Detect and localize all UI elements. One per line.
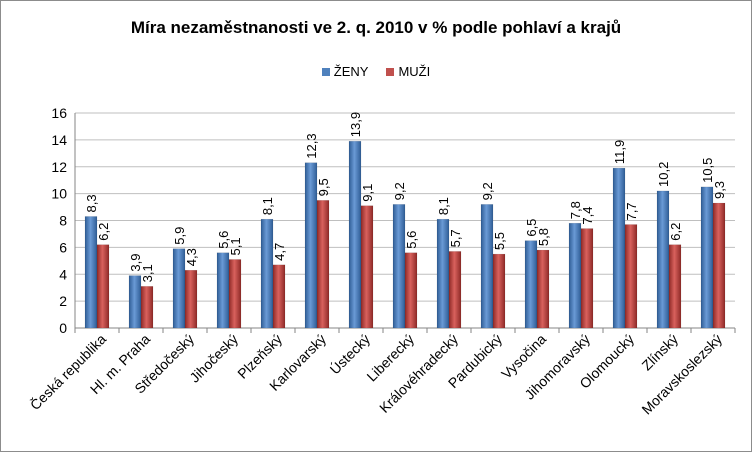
data-label-zeny: 9,2 [480, 182, 495, 200]
x-tick-label: Česká republika [27, 331, 109, 413]
bar-zeny [392, 204, 406, 329]
data-label-muzi: 9,1 [360, 184, 375, 202]
data-label-muzi: 4,7 [272, 243, 287, 261]
data-label-muzi: 6,2 [96, 223, 111, 241]
y-tick-label: 2 [59, 293, 67, 309]
bar-zeny [700, 186, 714, 329]
bar-zeny [612, 167, 626, 329]
data-label-zeny: 8,3 [84, 194, 99, 212]
bar-muzi [492, 253, 506, 329]
data-label-zeny: 9,2 [392, 182, 407, 200]
bar-zeny [260, 218, 274, 329]
data-label-zeny: 5,9 [172, 227, 187, 245]
y-tick-label: 16 [51, 105, 67, 121]
data-label-zeny: 7,8 [568, 201, 583, 219]
bar-muzi [536, 249, 550, 329]
bar-muzi [96, 244, 110, 329]
legend-item-muzi: MUŽI [386, 64, 430, 79]
legend-label-zeny: ŽENY [333, 64, 369, 79]
bar-muzi [448, 251, 462, 329]
data-label-zeny: 12,3 [304, 133, 319, 158]
bar-muzi [184, 269, 198, 329]
bar-zeny [348, 140, 362, 329]
legend-item-zeny: ŽENY [321, 64, 369, 79]
data-label-muzi: 9,5 [316, 178, 331, 196]
data-label-muzi: 5,6 [404, 231, 419, 249]
bar-zeny [568, 222, 582, 329]
bar-zeny [656, 190, 670, 329]
data-label-muzi: 5,1 [228, 237, 243, 255]
bar-muzi [580, 228, 594, 329]
bar-zeny [216, 252, 230, 329]
x-tick-label: Moravskoslezský [638, 331, 725, 418]
data-label-muzi: 3,1 [140, 264, 155, 282]
y-tick-label: 10 [51, 186, 67, 202]
data-label-muzi: 7,7 [624, 202, 639, 220]
y-tick-label: 4 [59, 266, 67, 282]
data-label-zeny: 8,1 [436, 197, 451, 215]
chart-title: Míra nezaměstnanosti ve 2. q. 2010 v % p… [130, 18, 622, 37]
x-tick-label: Jihočeský [186, 331, 241, 386]
bar-muzi [228, 259, 242, 329]
bar-zeny [524, 240, 538, 329]
data-label-muzi: 5,8 [536, 228, 551, 246]
data-label-muzi: 4,3 [184, 248, 199, 266]
data-label-zeny: 10,2 [656, 162, 671, 187]
data-label-zeny: 6,5 [524, 219, 539, 237]
data-label-zeny: 8,1 [260, 197, 275, 215]
data-label-muzi: 7,4 [580, 206, 595, 224]
y-tick-label: 8 [59, 213, 67, 229]
legend-swatch-zeny [321, 67, 330, 76]
data-label-zeny: 13,9 [348, 112, 363, 137]
bar-muzi [140, 286, 154, 329]
data-label-zeny: 11,9 [612, 140, 627, 164]
bar-muzi [316, 200, 330, 329]
bar-muzi [712, 202, 726, 329]
data-label-zeny: 5,6 [216, 231, 231, 249]
bar-muzi [272, 264, 286, 329]
bar-zeny [128, 275, 142, 329]
y-tick-label: 12 [51, 159, 67, 175]
legend-swatch-muzi [386, 67, 395, 76]
data-label-muzi: 9,3 [712, 181, 727, 199]
data-label-muzi: 5,5 [492, 232, 507, 250]
bar-muzi [668, 244, 682, 329]
y-tick-label: 6 [59, 239, 67, 255]
data-label-zeny: 10,5 [700, 158, 715, 183]
bar-zeny [480, 204, 494, 329]
x-tick-label: Zlínský [638, 331, 681, 374]
bar-muzi [360, 205, 374, 329]
data-label-muzi: 6,2 [668, 223, 683, 241]
y-tick-label: 14 [51, 132, 67, 148]
chart-legend: ŽENY MUŽI [0, 64, 752, 79]
legend-label-muzi: MUŽI [398, 64, 431, 79]
x-tick-label: Královéhradecký [376, 331, 461, 416]
data-label-zeny: 3,9 [128, 254, 143, 272]
bar-muzi [624, 224, 638, 329]
y-tick-label: 0 [59, 320, 67, 336]
bar-muzi [404, 252, 418, 329]
data-label-muzi: 5,7 [448, 229, 463, 247]
